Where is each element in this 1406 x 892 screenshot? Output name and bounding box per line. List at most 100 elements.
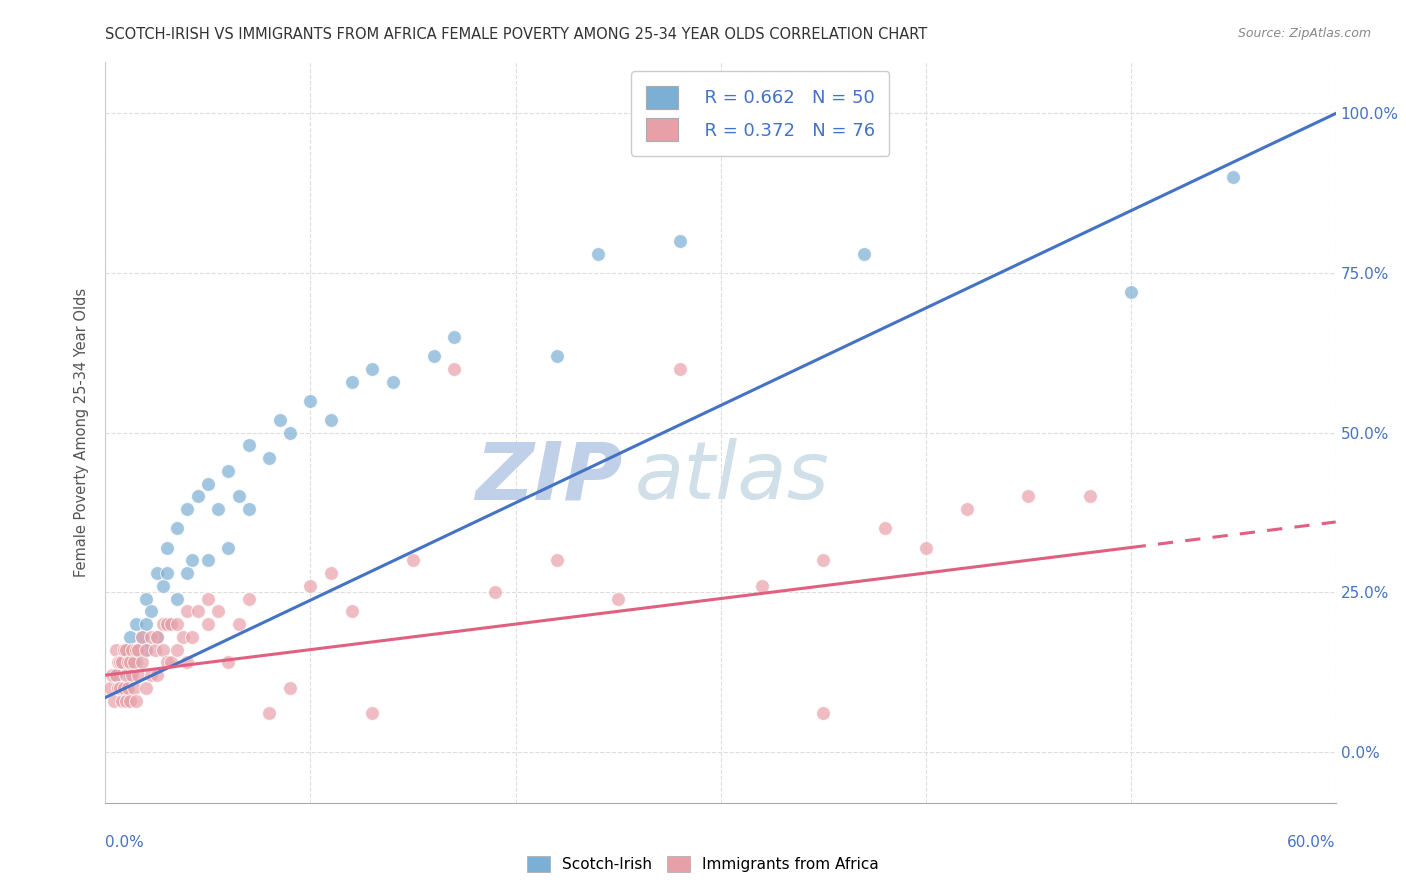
Point	[152, 617, 174, 632]
Point	[811, 706, 834, 721]
Point	[197, 553, 219, 567]
Point	[107, 681, 129, 695]
Point	[120, 656, 141, 670]
Point	[443, 330, 465, 344]
Point	[100, 668, 122, 682]
Point	[145, 630, 167, 644]
Point	[1119, 285, 1142, 300]
Point	[180, 630, 202, 644]
Point	[269, 413, 291, 427]
Point	[319, 566, 342, 580]
Point	[111, 694, 134, 708]
Point	[381, 375, 404, 389]
Point	[115, 681, 138, 695]
Point	[122, 681, 145, 695]
Point	[238, 438, 260, 452]
Point	[112, 642, 135, 657]
Point	[207, 604, 229, 618]
Point	[120, 694, 141, 708]
Text: ZIP: ZIP	[475, 438, 621, 516]
Point	[1017, 490, 1039, 504]
Text: SCOTCH-IRISH VS IMMIGRANTS FROM AFRICA FEMALE POVERTY AMONG 25-34 YEAR OLDS CORR: SCOTCH-IRISH VS IMMIGRANTS FROM AFRICA F…	[105, 27, 928, 42]
Point	[238, 502, 260, 516]
Point	[135, 681, 157, 695]
Point	[120, 630, 141, 644]
Point	[108, 681, 131, 695]
Point	[166, 617, 188, 632]
Point	[145, 668, 167, 682]
Point	[160, 617, 183, 632]
Point	[176, 604, 198, 618]
Point	[111, 656, 134, 670]
Point	[422, 349, 444, 363]
Point	[125, 642, 148, 657]
Point	[361, 706, 384, 721]
Point	[914, 541, 936, 555]
Point	[853, 247, 876, 261]
Point	[131, 630, 153, 644]
Text: 0.0%: 0.0%	[105, 836, 145, 850]
Point	[668, 234, 690, 248]
Point	[115, 642, 138, 657]
Point	[145, 630, 167, 644]
Point	[340, 604, 363, 618]
Point	[104, 668, 127, 682]
Point	[299, 579, 322, 593]
Point	[98, 681, 121, 695]
Point	[319, 413, 342, 427]
Point	[125, 694, 148, 708]
Point	[172, 630, 194, 644]
Legend: Scotch-Irish, Immigrants from Africa: Scotch-Irish, Immigrants from Africa	[519, 848, 887, 880]
Point	[1222, 170, 1244, 185]
Point	[156, 656, 179, 670]
Point	[131, 630, 153, 644]
Point	[120, 668, 141, 682]
Point	[139, 630, 162, 644]
Point	[166, 591, 188, 606]
Point	[607, 591, 630, 606]
Point	[112, 681, 135, 695]
Point	[751, 579, 773, 593]
Point	[125, 617, 148, 632]
Point	[238, 591, 260, 606]
Point	[127, 668, 149, 682]
Point	[218, 656, 240, 670]
Point	[278, 425, 301, 440]
Point	[135, 642, 157, 657]
Point	[160, 656, 183, 670]
Point	[156, 566, 179, 580]
Point	[176, 566, 198, 580]
Point	[1078, 490, 1101, 504]
Point	[299, 393, 322, 408]
Point	[166, 642, 188, 657]
Point	[278, 681, 301, 695]
Point	[873, 521, 896, 535]
Point	[443, 361, 465, 376]
Point	[121, 642, 143, 657]
Point	[104, 642, 127, 657]
Point	[187, 604, 209, 618]
Y-axis label: Female Poverty Among 25-34 Year Olds: Female Poverty Among 25-34 Year Olds	[75, 288, 90, 577]
Point	[139, 668, 162, 682]
Point	[228, 490, 250, 504]
Point	[121, 668, 143, 682]
Point	[176, 656, 198, 670]
Point	[152, 642, 174, 657]
Point	[108, 656, 131, 670]
Point	[259, 451, 281, 466]
Point	[117, 656, 139, 670]
Point	[135, 642, 157, 657]
Point	[135, 591, 157, 606]
Point	[104, 668, 127, 682]
Point	[115, 642, 138, 657]
Point	[107, 656, 129, 670]
Point	[156, 617, 179, 632]
Point	[152, 579, 174, 593]
Point	[139, 604, 162, 618]
Point	[197, 591, 219, 606]
Point	[180, 553, 202, 567]
Point	[156, 617, 179, 632]
Text: atlas: atlas	[634, 438, 830, 516]
Point	[131, 656, 153, 670]
Point	[117, 681, 139, 695]
